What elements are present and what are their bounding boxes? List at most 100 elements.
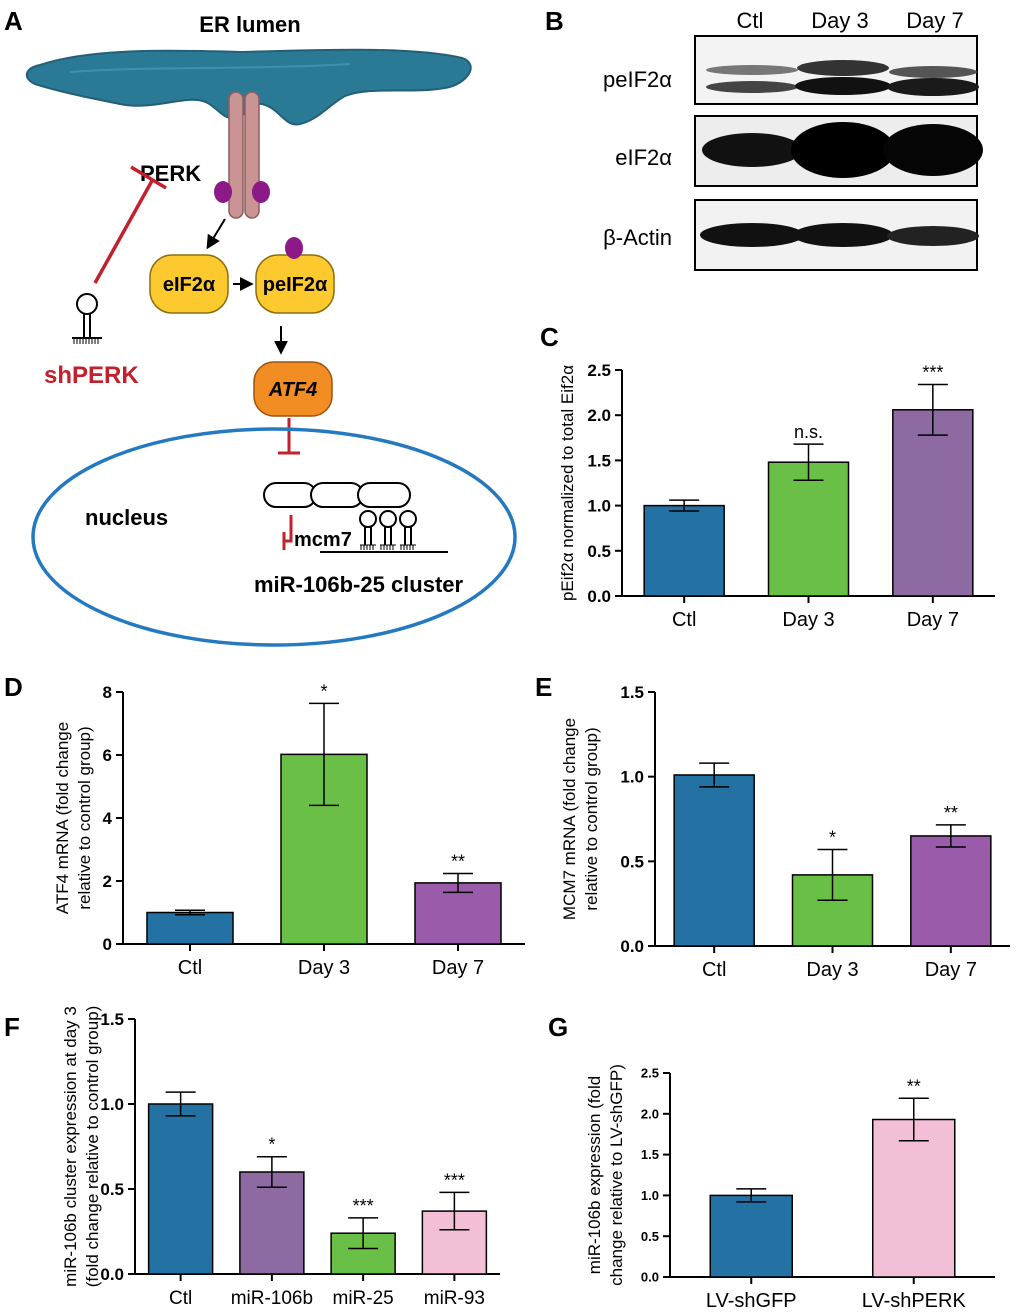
chart-f-y-tick-label: 0.5 xyxy=(100,1180,124,1199)
chart-f-y-axis-label: miR-106b cluster expression at day 3 xyxy=(61,1006,80,1287)
chart-e-significance-label: ** xyxy=(944,803,958,823)
chart-e-y-tick-label: 1.5 xyxy=(620,683,644,702)
chart-g-y-tick-label: 1.0 xyxy=(641,1188,659,1203)
chart-c-category-label: Day 3 xyxy=(782,609,834,631)
chart-f-significance-label: *** xyxy=(353,1196,374,1216)
blot-row-peif2a: peIF2α xyxy=(603,67,672,92)
chart-e-bar xyxy=(910,835,992,947)
chart-e-y-tick-label: 0.5 xyxy=(620,852,644,871)
chart-c-y-tick-label: 2.0 xyxy=(587,406,611,425)
mcm7-label: mcm7 xyxy=(294,529,352,551)
chart-c-y-tick-label: 0.5 xyxy=(587,542,611,561)
blot-lane-day7: Day 7 xyxy=(906,8,963,33)
mcm-complex-shape xyxy=(263,482,411,508)
chart-e-y-axis-label: relative to control group) xyxy=(582,727,601,910)
chart-c-significance-label: n.s. xyxy=(794,422,823,442)
chart-f-bar xyxy=(147,1103,214,1275)
blot-lane-day3: Day 3 xyxy=(811,8,868,33)
chart-f-y-tick-label: 0.0 xyxy=(100,1265,124,1284)
chart-d-y-axis-label: ATF4 mRNA (fold change xyxy=(53,722,72,914)
chart-c-y-tick-label: 1.0 xyxy=(587,497,611,516)
panel-label-c: C xyxy=(540,322,559,352)
eif2a-label: eIF2α xyxy=(163,274,216,296)
chart-d-y-tick-label: 8 xyxy=(103,683,112,702)
chart-f-category-label: miR-93 xyxy=(424,1288,485,1309)
chart-c-y-tick-label: 2.5 xyxy=(587,361,611,380)
chart-f-significance-label: *** xyxy=(444,1170,465,1190)
chart-d-y-tick-label: 6 xyxy=(103,746,112,765)
chart-c-category-label: Day 7 xyxy=(907,609,959,631)
nucleus-label: nucleus xyxy=(85,505,168,530)
chart-e-y-axis-label: MCM7 mRNA (fold change xyxy=(560,718,579,920)
panel-b: B Ctl Day 3 Day 7 peIF2α eIF2α β-Actin xyxy=(545,6,983,271)
chart-g-significance-label: ** xyxy=(907,1076,921,1096)
chart-e: 0.0 0.5 1.0 1.5 Ctl Day 3 * Day 7 ** MCM7 mRNA (f… xyxy=(560,683,1010,981)
atf4-label: ATF4 xyxy=(268,379,318,401)
chart-d-category-label: Day 7 xyxy=(432,957,484,979)
chart-c-y-axis-label: pEif2α normalized to total Eif2α xyxy=(558,365,577,601)
blot-row-actin: β-Actin xyxy=(603,225,672,250)
panel-label-d: D xyxy=(4,672,23,702)
chart-g: 0.0 0.5 1.0 1.5 2.0 2.5 LV-shGFP LV-shPERK ** miR… xyxy=(585,1064,995,1312)
er-lumen-label: ER lumen xyxy=(199,12,300,37)
chart-e-y-tick-label: 0.0 xyxy=(620,937,644,956)
chart-f-category-label: miR-25 xyxy=(333,1288,394,1309)
blot-strip-eif2a xyxy=(694,115,983,187)
chart-c-bar xyxy=(767,461,850,597)
shperk-label: shPERK xyxy=(44,362,139,389)
eif2a-node xyxy=(149,254,229,314)
chart-c-y-tick-label: 1.5 xyxy=(587,451,611,470)
chart-c-bar xyxy=(892,409,974,597)
chart-d-significance-label: * xyxy=(320,681,327,701)
chart-d-y-axis-label: relative to control group) xyxy=(75,726,94,909)
chart-g-category-label: LV-shGFP xyxy=(706,1290,797,1312)
chart-c-bar xyxy=(643,504,725,597)
chart-d: 0 2 4 6 8 Ctl Day 3 * Day 7 ** ATF4 mRNA (fold cha… xyxy=(53,681,525,979)
chart-e-significance-label: * xyxy=(829,827,836,847)
panel-label-f: F xyxy=(4,1012,20,1042)
chart-f: 0.0 0.5 1.0 1.5 Ctl miR-106b * miR-25 *** miR-93 *… xyxy=(61,1006,500,1309)
chart-g-y-tick-label: 2.5 xyxy=(641,1066,659,1081)
chart-d-y-tick-label: 4 xyxy=(103,809,113,828)
chart-g-y-axis-label: change relative to LV-shGFP) xyxy=(607,1064,626,1286)
chart-c-category-label: Ctl xyxy=(672,609,696,631)
chart-f-y-tick-label: 1.0 xyxy=(100,1095,124,1114)
shrna-hairpin-icon xyxy=(72,293,102,344)
panel-a: A ER lumen PERK shPERK eIF2α peIF xyxy=(4,6,517,647)
atf4-node xyxy=(253,361,333,417)
chart-g-category-label: LV-shPERK xyxy=(862,1290,967,1312)
inhibition-line xyxy=(93,178,155,284)
chart-f-y-axis-label: (fold change relative to control group) xyxy=(83,1006,102,1288)
chart-d-y-tick-label: 2 xyxy=(103,872,112,891)
chart-c: 0.0 0.5 1.0 1.5 2.0 2.5 Ctl Day 3 n.s. Day 7 *** pE… xyxy=(558,361,995,631)
chart-g-bar xyxy=(872,1118,956,1278)
chart-c-y-tick-label: 0.0 xyxy=(587,587,611,606)
chart-g-y-tick-label: 1.5 xyxy=(641,1147,659,1162)
chart-g-y-axis-label: miR-106b expression (fold xyxy=(585,1076,604,1274)
chart-f-y-tick-label: 1.5 xyxy=(100,1010,124,1029)
chart-d-bar xyxy=(146,911,234,945)
blot-strip-peif2a xyxy=(694,35,979,105)
chart-g-y-tick-label: 2.0 xyxy=(641,1106,659,1121)
chart-c-significance-label: *** xyxy=(922,362,943,382)
chart-d-category-label: Ctl xyxy=(178,957,202,979)
chart-e-bar xyxy=(673,774,755,947)
chart-f-significance-label: * xyxy=(268,1135,275,1155)
chart-e-category-label: Day 7 xyxy=(925,959,977,981)
nucleus-outline xyxy=(31,427,517,647)
chart-g-y-tick-label: 0.0 xyxy=(641,1270,659,1285)
chart-f-category-label: Ctl xyxy=(169,1288,192,1309)
mirna-hairpins-icon xyxy=(359,510,417,550)
chart-d-category-label: Day 3 xyxy=(298,957,350,979)
chart-d-y-tick-label: 0 xyxy=(103,935,112,954)
chart-f-category-label: miR-106b xyxy=(231,1288,313,1309)
chart-e-y-tick-label: 1.0 xyxy=(620,768,644,787)
chart-e-category-label: Ctl xyxy=(702,959,726,981)
chart-g-y-tick-label: 0.5 xyxy=(641,1229,659,1244)
panel-label-b: B xyxy=(545,6,564,36)
blot-row-eif2a: eIF2α xyxy=(615,145,672,170)
perk-receptor-shape xyxy=(214,91,270,219)
chart-g-bar xyxy=(709,1194,793,1278)
phosphate-icon xyxy=(285,237,303,259)
